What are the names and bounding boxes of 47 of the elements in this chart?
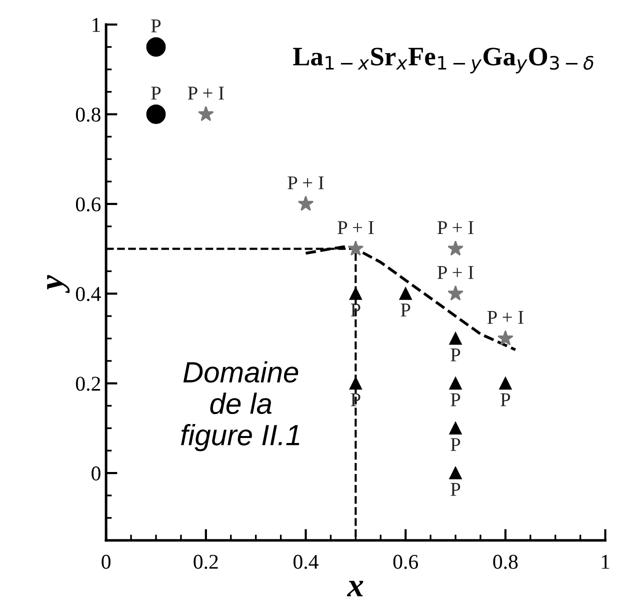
annotation: P + I — [437, 221, 474, 234]
annotation: P — [450, 348, 460, 362]
annotation: P — [500, 393, 510, 406]
point — [399, 287, 412, 300]
point — [449, 377, 462, 390]
point — [298, 196, 314, 211]
y-tick-label: 0 — [92, 466, 100, 480]
x-tick-label: 0.2 — [194, 554, 218, 569]
point — [349, 377, 362, 390]
x-tick-label: 1 — [602, 554, 610, 569]
point — [349, 287, 362, 300]
point — [448, 285, 464, 301]
point — [146, 37, 166, 57]
annotation: P — [400, 304, 410, 316]
y-tick-label: 0.6 — [76, 197, 101, 212]
annotation: P — [450, 483, 460, 496]
point — [499, 377, 512, 390]
y-tick-label: 0.4 — [76, 287, 101, 302]
annotation: P + I — [188, 86, 224, 100]
annotation: P — [450, 438, 460, 451]
point — [198, 106, 214, 122]
x-tick-label: 0 — [102, 554, 110, 569]
annotation: P + I — [288, 176, 324, 190]
x-tick-label: 0.6 — [393, 554, 418, 569]
point — [448, 240, 464, 256]
point — [146, 104, 166, 124]
y-tick-label: 0.2 — [76, 376, 100, 391]
annotation: Domaine de la figure II.1 — [181, 361, 300, 452]
point — [449, 466, 462, 480]
x-tick-label: 0.8 — [493, 554, 518, 569]
point — [348, 240, 364, 256]
y-tick-label: 1 — [92, 18, 100, 32]
point — [497, 330, 514, 346]
annotation: P + I — [437, 266, 474, 279]
annotation: P — [151, 86, 161, 100]
annotation: P + I — [338, 221, 374, 234]
point — [449, 332, 462, 345]
annotation: P + I — [487, 311, 524, 324]
annotation: P — [350, 304, 360, 316]
y-tick-label: 0.8 — [76, 108, 100, 122]
chart-title: La$_{1−x}$Sr$_{x}$Fe$_{1−y}$Ga$_{y}$O$_{3−δ}$ — [293, 48, 594, 74]
y-axis-title: y — [47, 274, 70, 294]
x-tick-label: 0.4 — [294, 554, 318, 569]
point — [449, 422, 462, 434]
x-axis-title: x — [346, 580, 364, 596]
annotation: P — [151, 19, 161, 32]
annotation: P — [450, 393, 460, 406]
